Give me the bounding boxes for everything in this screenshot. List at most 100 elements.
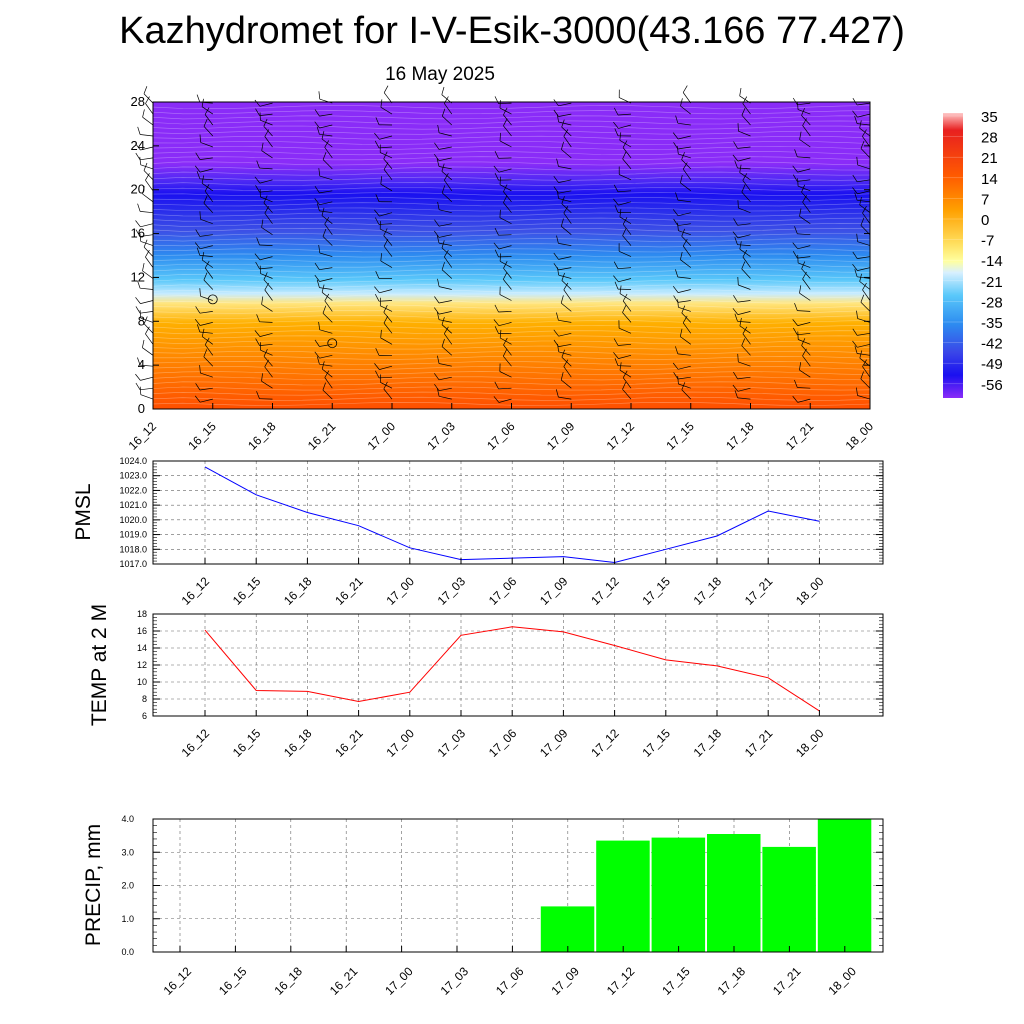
wind-barb: [135, 373, 154, 381]
wind-barb: [434, 373, 452, 381]
wind-barb: [856, 387, 871, 400]
wind-barb: [383, 381, 393, 400]
isotherm-line: [152, 335, 871, 340]
isotherm-line: [152, 166, 871, 171]
colorbar-labels: 35 28 21 14 7 0 -7 -14 -21 -28 -35 -42 -49 -56: [943, 109, 1003, 394]
wind-barb: [856, 233, 871, 246]
x-tick-label: 16_15: [230, 574, 264, 608]
isotherm-line: [152, 192, 871, 196]
wind-barb: [255, 261, 273, 270]
x-tick-label: 17_06: [486, 726, 520, 760]
isotherm-line: [152, 125, 871, 130]
wind-barb: [318, 91, 333, 104]
x-tick-label: 17_00: [382, 964, 416, 998]
profile-x-axis: 16_12 16_15 16_18 16_21 17_00 17_03 17_06 17_09…: [126, 403, 876, 453]
wind-barb: [195, 383, 213, 391]
isotherm-line: [152, 151, 871, 156]
wind-barb: [553, 99, 572, 107]
wind-barb: [318, 244, 333, 257]
wind-barb: [503, 184, 512, 203]
wind-barb: [503, 118, 512, 137]
wind-barb: [254, 330, 273, 337]
wind-barb: [563, 206, 572, 224]
wind-barb: [254, 176, 273, 184]
wind-barb: [499, 209, 512, 225]
wind-barb: [379, 144, 393, 159]
temp-x-axis: 16_12 16_15 16_18 16_21 17_00 17_03 17_06 17_09…: [179, 710, 827, 760]
colorbar-label: 0: [981, 212, 989, 229]
isotherm-line: [152, 361, 871, 365]
wind-barb: [854, 345, 871, 356]
wind-barb: [618, 320, 632, 334]
x-tick-label: 16_21: [332, 726, 366, 760]
wind-barb: [799, 208, 811, 224]
wind-barb: [797, 254, 811, 268]
wind-barb: [374, 363, 393, 370]
y-tick-label: 14: [137, 643, 147, 653]
wind-barb: [261, 296, 273, 312]
wind-barb: [734, 390, 751, 400]
wind-barbs: [135, 85, 871, 403]
wind-barb: [852, 110, 871, 118]
y-tick-label: 1020.0: [119, 515, 147, 525]
isotherm-line: [152, 120, 871, 125]
wind-barb: [742, 249, 751, 268]
wind-barb: [499, 132, 512, 148]
wind-barb: [380, 374, 393, 389]
temp-ylabel: TEMP at 2 M: [88, 604, 111, 726]
wind-barb: [434, 230, 452, 238]
wind-barb: [383, 315, 393, 334]
isotherm-line: [152, 243, 871, 248]
wind-barb: [854, 269, 871, 279]
wind-barb: [859, 273, 871, 290]
wind-barb: [383, 85, 393, 104]
colorbar-label: -28: [981, 294, 1003, 311]
x-tick-label: 17_00: [383, 574, 417, 608]
isotherm-line: [152, 130, 871, 135]
isotherm-line: [152, 299, 871, 304]
isotherm-line: [152, 304, 871, 309]
wind-barb: [437, 355, 452, 367]
wind-barb: [852, 174, 871, 183]
x-tick-label: 17_18: [715, 964, 749, 998]
x-tick-label: 17_09: [537, 574, 571, 608]
pmsl-frame: [152, 460, 884, 565]
isotherm-line: [152, 202, 871, 207]
wind-barb: [139, 386, 154, 400]
wind-barb: [375, 347, 393, 356]
wind-barb: [503, 261, 512, 279]
wind-barb: [734, 160, 751, 170]
x-tick-label: 16_12: [126, 419, 160, 453]
wind-barb: [675, 346, 691, 356]
temp-y-axis: 6 8 10 12 14 16 18: [137, 609, 883, 721]
wind-barb: [201, 252, 214, 268]
wind-barb: [314, 274, 333, 282]
wind-barb: [556, 158, 572, 170]
wind-barb: [494, 326, 512, 334]
wind-barb: [862, 359, 871, 378]
pmsl-x-axis: 16_12 16_15 16_18 16_21 17_00 17_03 17_06 17_09…: [179, 558, 827, 608]
wind-barb: [203, 118, 214, 137]
x-tick-label: 17_15: [663, 419, 697, 453]
precip-x-axis: 16_12 16_15 16_18 16_21 17_00 17_03 17_06 17_09…: [161, 946, 859, 998]
wind-barb: [437, 388, 452, 400]
isotherm-line: [152, 309, 871, 314]
wind-barb: [852, 340, 871, 348]
wind-barb: [143, 316, 154, 334]
wind-barb: [261, 373, 273, 389]
isotherm-line: [152, 320, 871, 324]
y-tick-label: 1.0: [121, 914, 134, 924]
wind-barb: [622, 370, 632, 389]
wind-barb: [437, 124, 452, 137]
wind-barb: [619, 362, 632, 378]
wind-barb: [316, 279, 333, 290]
isotherm-line: [152, 135, 871, 140]
wind-barb: [792, 165, 811, 173]
wind-barb: [794, 379, 811, 389]
wind-barb: [434, 219, 452, 227]
wind-barb: [619, 285, 632, 301]
temp-panel: 6 8 10 12 14 16 18 16_12 16_15 16_18 16_21 17_00 17…: [88, 604, 884, 760]
wind-barb: [256, 391, 273, 400]
wind-barb: [794, 302, 811, 312]
wind-barb: [852, 263, 871, 271]
